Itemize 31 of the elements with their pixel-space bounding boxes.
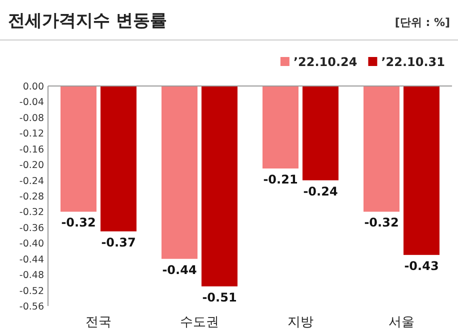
data-label: -0.44 <box>162 262 197 277</box>
text: -0.04 <box>19 97 44 108</box>
text: 0.00 <box>22 82 44 92</box>
data-label: -0.51 <box>202 290 237 304</box>
x-tick-label: 지방 <box>288 315 314 330</box>
text: -0.48 <box>19 270 44 282</box>
data-label: -0.32 <box>364 216 399 230</box>
legend-label: ’22.10.24 <box>293 55 358 69</box>
chart-title: 전세가격지수 변동률 <box>8 11 167 31</box>
data-label: -0.21 <box>263 172 298 186</box>
text: -0.20 <box>19 160 44 172</box>
text: -0.12 <box>19 128 44 140</box>
x-tick-label: 수도권 <box>180 315 219 330</box>
text: [단위 : %] <box>394 16 450 29</box>
data-label: -0.32 <box>61 216 96 230</box>
text: -0.08 <box>19 112 44 124</box>
data-label: -0.37 <box>101 235 136 250</box>
text: -0.44 <box>19 254 44 266</box>
text: -0.40 <box>19 238 44 250</box>
data-label: -0.43 <box>404 258 439 273</box>
text: -0.28 <box>19 192 44 202</box>
data-label: -0.24 <box>303 184 338 198</box>
text: -0.52 <box>19 286 44 297</box>
text: -0.24 <box>19 176 44 187</box>
text: -0.32 <box>19 207 44 218</box>
text: -0.56 <box>19 302 44 312</box>
text: -0.16 <box>19 144 44 156</box>
x-tick-label: 전국 <box>86 315 112 330</box>
x-tick-label: 서울 <box>388 315 414 330</box>
text: -0.36 <box>19 222 44 234</box>
legend-label: ’22.10.31 <box>381 55 445 69</box>
